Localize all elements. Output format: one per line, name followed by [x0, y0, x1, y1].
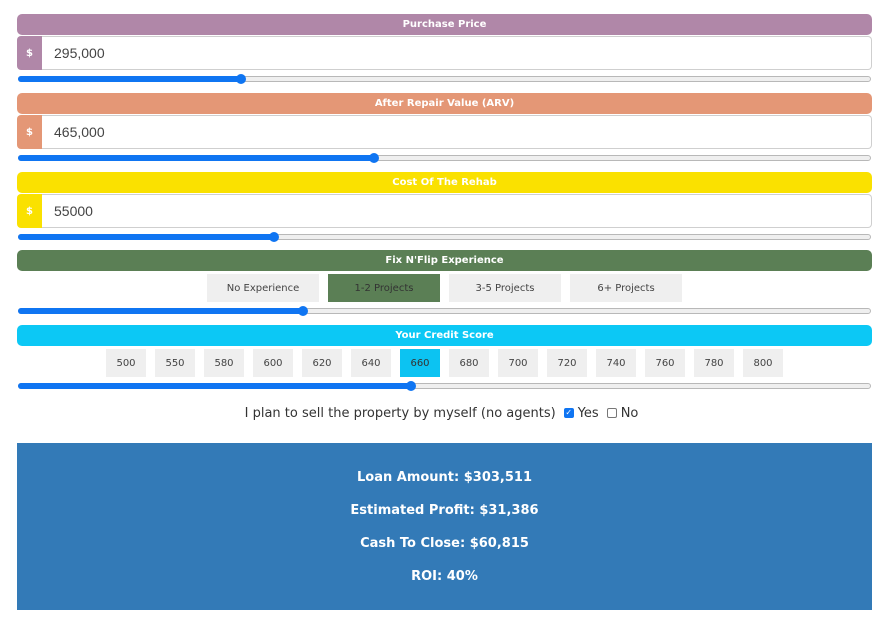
experience-section: Fix N'Flip Experience No Experience 1-2 … [17, 250, 872, 317]
arv-slider[interactable] [17, 152, 872, 164]
rehab-header: Cost Of The Rehab [17, 172, 872, 193]
credit-score-slider[interactable] [17, 380, 872, 392]
rehab-input[interactable]: 55000 [42, 194, 872, 228]
credit-option-500[interactable]: 500 [106, 349, 146, 377]
dollar-prefix: $ [17, 36, 42, 70]
credit-option-550[interactable]: 550 [155, 349, 195, 377]
dollar-prefix: $ [17, 115, 42, 149]
sell-by-myself-row: I plan to sell the property by myself (n… [0, 404, 883, 422]
loan-amount: Loan Amount: $303,511 [356, 469, 532, 485]
rehab-label: Cost Of The Rehab [392, 177, 497, 188]
credit-option-700[interactable]: 700 [498, 349, 538, 377]
slider-fill [18, 234, 275, 240]
credit-option-600[interactable]: 600 [253, 349, 293, 377]
slider-thumb[interactable] [406, 381, 417, 391]
experience-option-1-2[interactable]: 1-2 Projects [328, 274, 440, 302]
experience-header: Fix N'Flip Experience [17, 250, 872, 271]
credit-score-label: Your Credit Score [395, 330, 494, 341]
arv-label: After Repair Value (ARV) [374, 98, 515, 109]
credit-option-740[interactable]: 740 [596, 349, 636, 377]
roi: ROI: 40% [411, 568, 478, 584]
experience-option-none[interactable]: No Experience [207, 274, 319, 302]
purchase-price-input-row: $ 295,000 [17, 36, 872, 70]
no-checkbox[interactable] [606, 408, 617, 418]
credit-option-640[interactable]: 640 [351, 349, 391, 377]
slider-fill [18, 155, 376, 161]
arv-section: After Repair Value (ARV) $ 465,000 [17, 93, 872, 164]
rehab-section: Cost Of The Rehab $ 55000 [17, 172, 872, 243]
credit-score-header: Your Credit Score [17, 325, 872, 346]
credit-option-620[interactable]: 620 [302, 349, 342, 377]
rehab-input-row: $ 55000 [17, 194, 872, 228]
credit-option-720[interactable]: 720 [547, 349, 587, 377]
arv-header: After Repair Value (ARV) [17, 93, 872, 114]
slider-thumb[interactable] [268, 232, 279, 242]
yes-checkbox[interactable]: ✓ [563, 408, 574, 418]
slider-fill [18, 76, 242, 82]
purchase-price-header: Purchase Price [17, 14, 872, 35]
purchase-price-input[interactable]: 295,000 [42, 36, 872, 70]
experience-option-6-plus[interactable]: 6+ Projects [570, 274, 682, 302]
dollar-prefix: $ [17, 194, 42, 228]
credit-option-780[interactable]: 780 [694, 349, 734, 377]
yes-label: Yes [577, 405, 599, 421]
rehab-slider[interactable] [17, 231, 872, 243]
credit-option-760[interactable]: 760 [645, 349, 685, 377]
experience-slider[interactable] [17, 305, 872, 317]
credit-option-580[interactable]: 580 [204, 349, 244, 377]
credit-option-660[interactable]: 660 [400, 349, 440, 377]
purchase-price-slider[interactable] [17, 73, 872, 85]
arv-input[interactable]: 465,000 [42, 115, 872, 149]
no-label: No [620, 405, 639, 421]
credit-score-options: 500 550 580 600 620 640 660 680 700 720 … [17, 349, 872, 377]
slider-fill [18, 308, 304, 314]
experience-options: No Experience 1-2 Projects 3-5 Projects … [17, 274, 872, 302]
purchase-price-label: Purchase Price [402, 19, 487, 30]
slider-thumb[interactable] [369, 153, 380, 163]
credit-option-800[interactable]: 800 [743, 349, 783, 377]
experience-label: Fix N'Flip Experience [385, 255, 504, 266]
slider-thumb[interactable] [297, 306, 308, 316]
credit-score-section: Your Credit Score 500 550 580 600 620 64… [17, 325, 872, 392]
estimated-profit: Estimated Profit: $31,386 [350, 502, 539, 518]
purchase-price-section: Purchase Price $ 295,000 [17, 14, 872, 85]
arv-input-row: $ 465,000 [17, 115, 872, 149]
sell-by-myself-text: I plan to sell the property by myself (n… [244, 405, 556, 421]
slider-fill [18, 383, 413, 389]
experience-option-3-5[interactable]: 3-5 Projects [449, 274, 561, 302]
cash-to-close: Cash To Close: $60,815 [360, 535, 529, 551]
credit-option-680[interactable]: 680 [449, 349, 489, 377]
slider-thumb[interactable] [236, 74, 246, 84]
results-panel: Loan Amount: $303,511 Estimated Profit: … [17, 443, 872, 610]
